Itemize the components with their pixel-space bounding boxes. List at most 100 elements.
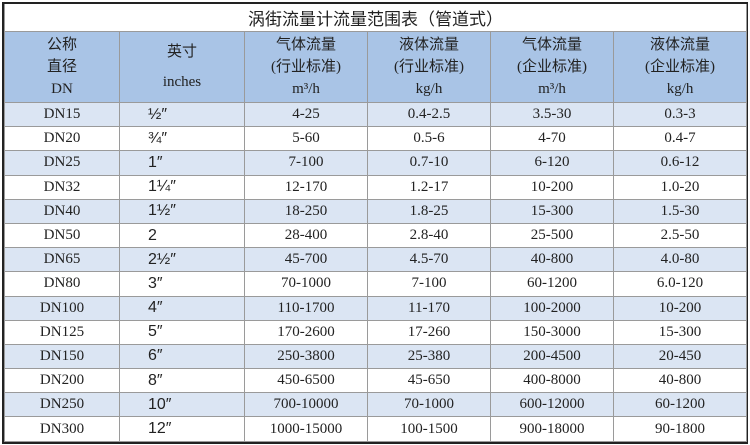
cell-inches: 1¼″ bbox=[119, 174, 245, 200]
header-inches: 英寸 inches bbox=[119, 31, 245, 103]
cell-gas-flow-enterprise: 900-18000 bbox=[490, 416, 614, 442]
cell-liquid-flow-enterprise: 2.5-50 bbox=[612, 222, 748, 249]
header-gas-flow-enterprise-line1: 气体流量 bbox=[521, 37, 582, 53]
header-nominal-diameter-line2: 直径 bbox=[46, 59, 77, 75]
cell-liquid-flow-enterprise: 0.4-7 bbox=[612, 126, 748, 152]
cell-inches: 4″ bbox=[119, 295, 245, 321]
header-liquid-flow-industry-line2: (行业标准) bbox=[394, 59, 464, 75]
cell-gas-flow-industry: 70-1000 bbox=[244, 271, 368, 297]
table-row: DN250 10″ 700-10000 70-1000 600-12000 60-1200 bbox=[4, 392, 748, 418]
cell-gas-flow-industry: 28-400 bbox=[244, 222, 368, 249]
cell-gas-flow-enterprise: 400-8000 bbox=[490, 368, 614, 394]
cell-inches: 1″ bbox=[119, 150, 245, 176]
header-nominal-diameter-line1: 公称 bbox=[46, 37, 77, 53]
cell-nominal-diameter: DN80 bbox=[4, 271, 120, 297]
header-liquid-flow-industry-line1: 液体流量 bbox=[398, 37, 459, 53]
cell-gas-flow-enterprise: 15-300 bbox=[490, 198, 614, 224]
cell-liquid-flow-enterprise: 1.0-20 bbox=[612, 174, 748, 200]
header-inches-line2 bbox=[120, 63, 244, 71]
cell-nominal-diameter: DN250 bbox=[4, 392, 120, 418]
cell-gas-flow-enterprise: 25-500 bbox=[490, 222, 614, 249]
cell-gas-flow-enterprise: 3.5-30 bbox=[490, 101, 614, 128]
header-inches-line1: 英寸 bbox=[166, 44, 197, 60]
cell-gas-flow-enterprise: 4-70 bbox=[490, 126, 614, 152]
cell-liquid-flow-enterprise: 10-200 bbox=[612, 295, 748, 321]
cell-gas-flow-industry: 7-100 bbox=[244, 150, 368, 176]
header-gas-flow-industry-line3: m³/h bbox=[292, 81, 320, 97]
cell-inches: 10″ bbox=[119, 392, 245, 418]
header-gas-flow-enterprise-line2: (企业标准) bbox=[517, 59, 587, 75]
cell-inches: 6″ bbox=[119, 343, 245, 370]
table-row: DN15 ½″ 4-25 0.4-2.5 3.5-30 0.3-3 bbox=[4, 101, 748, 128]
cell-liquid-flow-enterprise: 4.0-80 bbox=[612, 247, 748, 273]
cell-liquid-flow-enterprise: 15-300 bbox=[612, 319, 748, 345]
header-liquid-flow-enterprise-line1: 液体流量 bbox=[650, 37, 711, 53]
cell-liquid-flow-industry: 4.5-70 bbox=[367, 247, 491, 273]
cell-inches: 1½″ bbox=[119, 198, 245, 224]
cell-nominal-diameter: DN15 bbox=[4, 101, 120, 128]
cell-gas-flow-industry: 170-2600 bbox=[244, 319, 368, 345]
cell-gas-flow-industry: 450-6500 bbox=[244, 368, 368, 394]
cell-nominal-diameter: DN65 bbox=[4, 247, 120, 273]
cell-inches: 3″ bbox=[119, 271, 245, 297]
cell-nominal-diameter: DN300 bbox=[4, 416, 120, 442]
header-liquid-flow-enterprise-line2: (企业标准) bbox=[645, 59, 716, 75]
cell-nominal-diameter: DN125 bbox=[4, 319, 120, 345]
header-gas-flow-industry-line2: (行业标准) bbox=[271, 59, 341, 75]
cell-nominal-diameter: DN25 bbox=[4, 150, 120, 176]
cell-liquid-flow-enterprise: 40-800 bbox=[612, 368, 748, 394]
cell-inches: ¾″ bbox=[119, 126, 245, 152]
cell-gas-flow-industry: 250-3800 bbox=[244, 343, 368, 370]
header-nominal-diameter-line3: DN bbox=[51, 81, 73, 97]
table-row: DN125 5″ 170-2600 17-260 150-3000 15-300 bbox=[4, 319, 748, 345]
cell-liquid-flow-industry: 17-260 bbox=[367, 319, 491, 345]
cell-liquid-flow-industry: 100-1500 bbox=[367, 416, 491, 442]
cell-liquid-flow-industry: 1.2-17 bbox=[367, 174, 491, 200]
cell-gas-flow-industry: 4-25 bbox=[244, 101, 368, 128]
cell-gas-flow-enterprise: 200-4500 bbox=[490, 343, 614, 370]
table-row: DN150 6″ 250-3800 25-380 200-4500 20-450 bbox=[4, 343, 748, 370]
cell-inches: 2½″ bbox=[119, 247, 245, 273]
cell-liquid-flow-industry: 0.7-10 bbox=[367, 150, 491, 176]
cell-nominal-diameter: DN100 bbox=[4, 295, 120, 321]
cell-inches: 8″ bbox=[119, 368, 245, 394]
cell-gas-flow-enterprise: 150-3000 bbox=[490, 319, 614, 345]
cell-gas-flow-enterprise: 60-1200 bbox=[490, 271, 614, 297]
header-row: 公称直径 DN 英寸 inches 气体流量 (行业标准) m³/h 液体流量 (行业标准) kg… bbox=[4, 31, 748, 103]
cell-liquid-flow-industry: 25-380 bbox=[367, 343, 491, 370]
table-row: DN80 3″ 70-1000 7-100 60-1200 6.0-120 bbox=[4, 271, 748, 297]
table-row: DN200 8″ 450-6500 45-650 400-8000 40-800 bbox=[4, 368, 748, 394]
cell-inches: ½″ bbox=[119, 101, 245, 128]
cell-gas-flow-enterprise: 6-120 bbox=[490, 150, 614, 176]
header-nominal-diameter: 公称直径 DN bbox=[4, 31, 120, 103]
cell-nominal-diameter: DN50 bbox=[4, 222, 120, 249]
cell-liquid-flow-enterprise: 90-1800 bbox=[612, 416, 748, 442]
cell-nominal-diameter: DN40 bbox=[4, 198, 120, 224]
table-row: DN32 1¼″ 12-170 1.2-17 10-200 1.0-20 bbox=[4, 174, 748, 200]
cell-liquid-flow-enterprise: 20-450 bbox=[612, 343, 748, 370]
cell-liquid-flow-industry: 11-170 bbox=[367, 295, 491, 321]
cell-inches: 5″ bbox=[119, 319, 245, 345]
table-row: DN65 2½″ 45-700 4.5-70 40-800 4.0-80 bbox=[4, 247, 748, 273]
cell-gas-flow-enterprise: 10-200 bbox=[490, 174, 614, 200]
table-row: DN25 1″ 7-100 0.7-10 6-120 0.6-12 bbox=[4, 150, 748, 176]
header-liquid-flow-industry-line3: kg/h bbox=[415, 81, 443, 97]
cell-inches: 12″ bbox=[119, 416, 245, 442]
cell-gas-flow-enterprise: 100-2000 bbox=[490, 295, 614, 321]
cell-liquid-flow-enterprise: 6.0-120 bbox=[612, 271, 748, 297]
table-row: DN300 12″ 1000-15000 100-1500 900-18000 90-18… bbox=[4, 416, 748, 442]
cell-gas-flow-industry: 12-170 bbox=[244, 174, 368, 200]
header-liquid-flow-enterprise: 液体流量 (企业标准) kg/h bbox=[612, 31, 748, 103]
cell-gas-flow-enterprise: 600-12000 bbox=[490, 392, 614, 418]
header-gas-flow-enterprise: 气体流量 (企业标准) m³/h bbox=[490, 31, 614, 103]
cell-gas-flow-industry: 1000-15000 bbox=[244, 416, 368, 442]
header-gas-flow-industry-line1: 气体流量 bbox=[275, 37, 336, 53]
cell-gas-flow-enterprise: 40-800 bbox=[490, 247, 614, 273]
header-gas-flow-enterprise-line3: m³/h bbox=[538, 81, 566, 97]
cell-liquid-flow-industry: 45-650 bbox=[367, 368, 491, 394]
table-title: 涡街流量计流量范围表（管道式） bbox=[3, 4, 748, 32]
table-row: DN20 ¾″ 5-60 0.5-6 4-70 0.4-7 bbox=[4, 126, 748, 152]
header-inches-line3: inches bbox=[162, 74, 202, 90]
cell-liquid-flow-enterprise: 0.6-12 bbox=[612, 150, 748, 176]
